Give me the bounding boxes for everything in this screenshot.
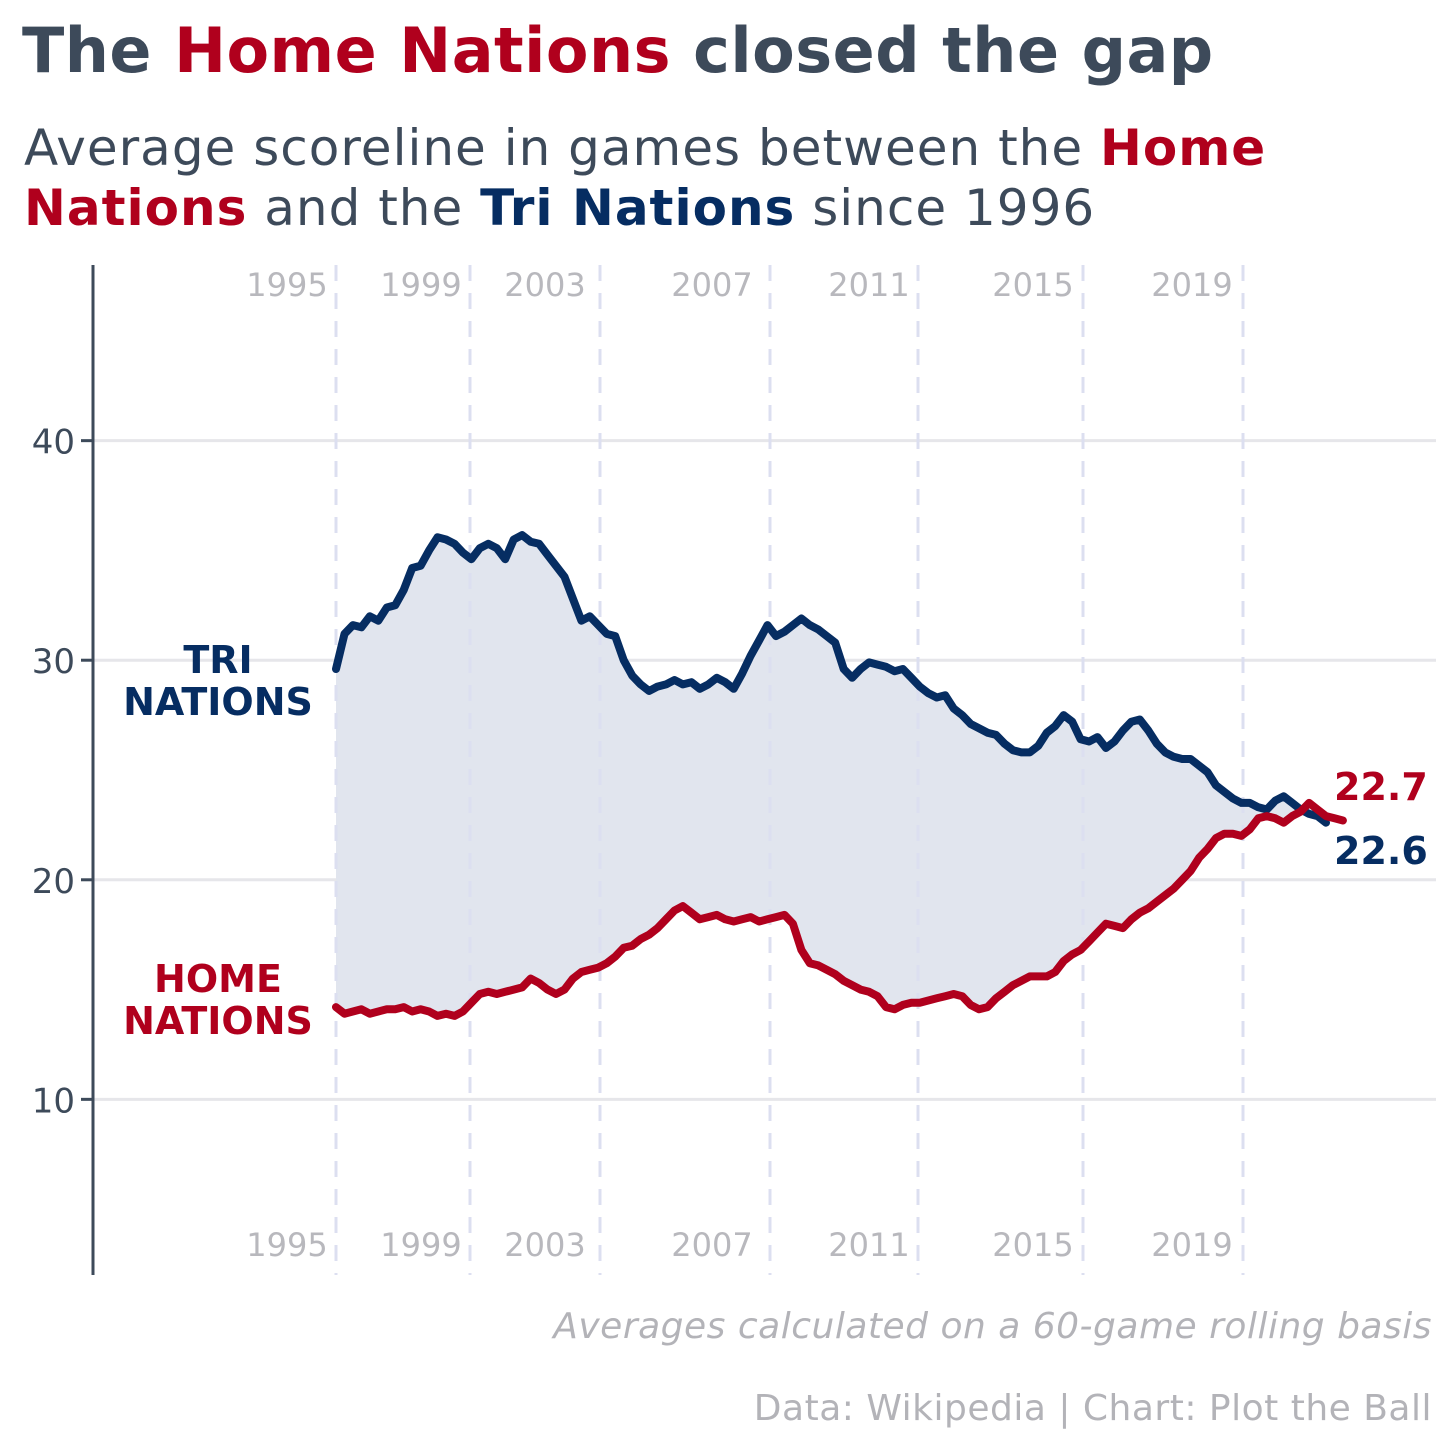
y-tick-label-20: 20 xyxy=(32,862,75,902)
subtitle-part1: Average scoreline in games between the xyxy=(24,119,1101,177)
world-cup-label-bottom-2015: 2015 xyxy=(992,1226,1073,1264)
world-cup-label-top-2007: 2007 xyxy=(671,266,752,304)
world-cup-label-bottom-2003: 2003 xyxy=(504,1226,585,1264)
chart-title: The Home Nations closed the gap xyxy=(22,14,1214,87)
y-tick-label-10: 10 xyxy=(32,1081,75,1121)
series-line-home xyxy=(332,798,1347,1020)
world-cup-label-bottom-2011: 2011 xyxy=(828,1226,909,1264)
world-cup-label-top-1995: 1995 xyxy=(246,266,327,304)
rolling-average-note: Averages calculated on a 60-game rolling… xyxy=(553,1306,1432,1347)
world-cup-label-bottom-2007: 2007 xyxy=(671,1226,752,1264)
series-line-tri xyxy=(332,531,1330,827)
subtitle-part3: since 1996 xyxy=(795,179,1096,237)
title-home-nations: Home Nations xyxy=(174,14,672,87)
gap-area xyxy=(336,535,1326,1016)
world-cup-label-top-2019: 2019 xyxy=(1151,266,1232,304)
end-label-home: 22.7 xyxy=(1334,765,1428,809)
y-tick-label-30: 30 xyxy=(32,642,75,682)
y-tick-label-40: 40 xyxy=(32,423,75,463)
subtitle-tri-nations: Tri Nations xyxy=(480,179,796,237)
world-cup-label-top-1999: 1999 xyxy=(380,266,461,304)
series-label-tri-2: NATIONS xyxy=(123,680,313,724)
series-label-tri-1: TRI xyxy=(183,638,252,682)
world-cup-label-top-2015: 2015 xyxy=(992,266,1073,304)
world-cup-label-top-2011: 2011 xyxy=(828,266,909,304)
series-label-home-1: HOME xyxy=(154,957,282,1001)
series-label-home-2: NATIONS xyxy=(123,999,313,1043)
subtitle-home-nations: Home Nations xyxy=(24,119,1267,237)
subtitle-part2: and the xyxy=(247,179,481,237)
world-cup-label-bottom-2019: 2019 xyxy=(1151,1226,1232,1264)
source-credit: Data: Wikipedia | Chart: Plot the Ball xyxy=(753,1388,1432,1429)
title-part1: The xyxy=(22,14,175,87)
chart-subtitle: Average scoreline in games between the H… xyxy=(24,118,1424,238)
title-part2: closed the gap xyxy=(671,14,1214,87)
world-cup-label-bottom-1995: 1995 xyxy=(246,1226,327,1264)
world-cup-label-top-2003: 2003 xyxy=(504,266,585,304)
world-cup-label-bottom-1999: 1999 xyxy=(380,1226,461,1264)
end-label-tri: 22.6 xyxy=(1334,829,1428,873)
